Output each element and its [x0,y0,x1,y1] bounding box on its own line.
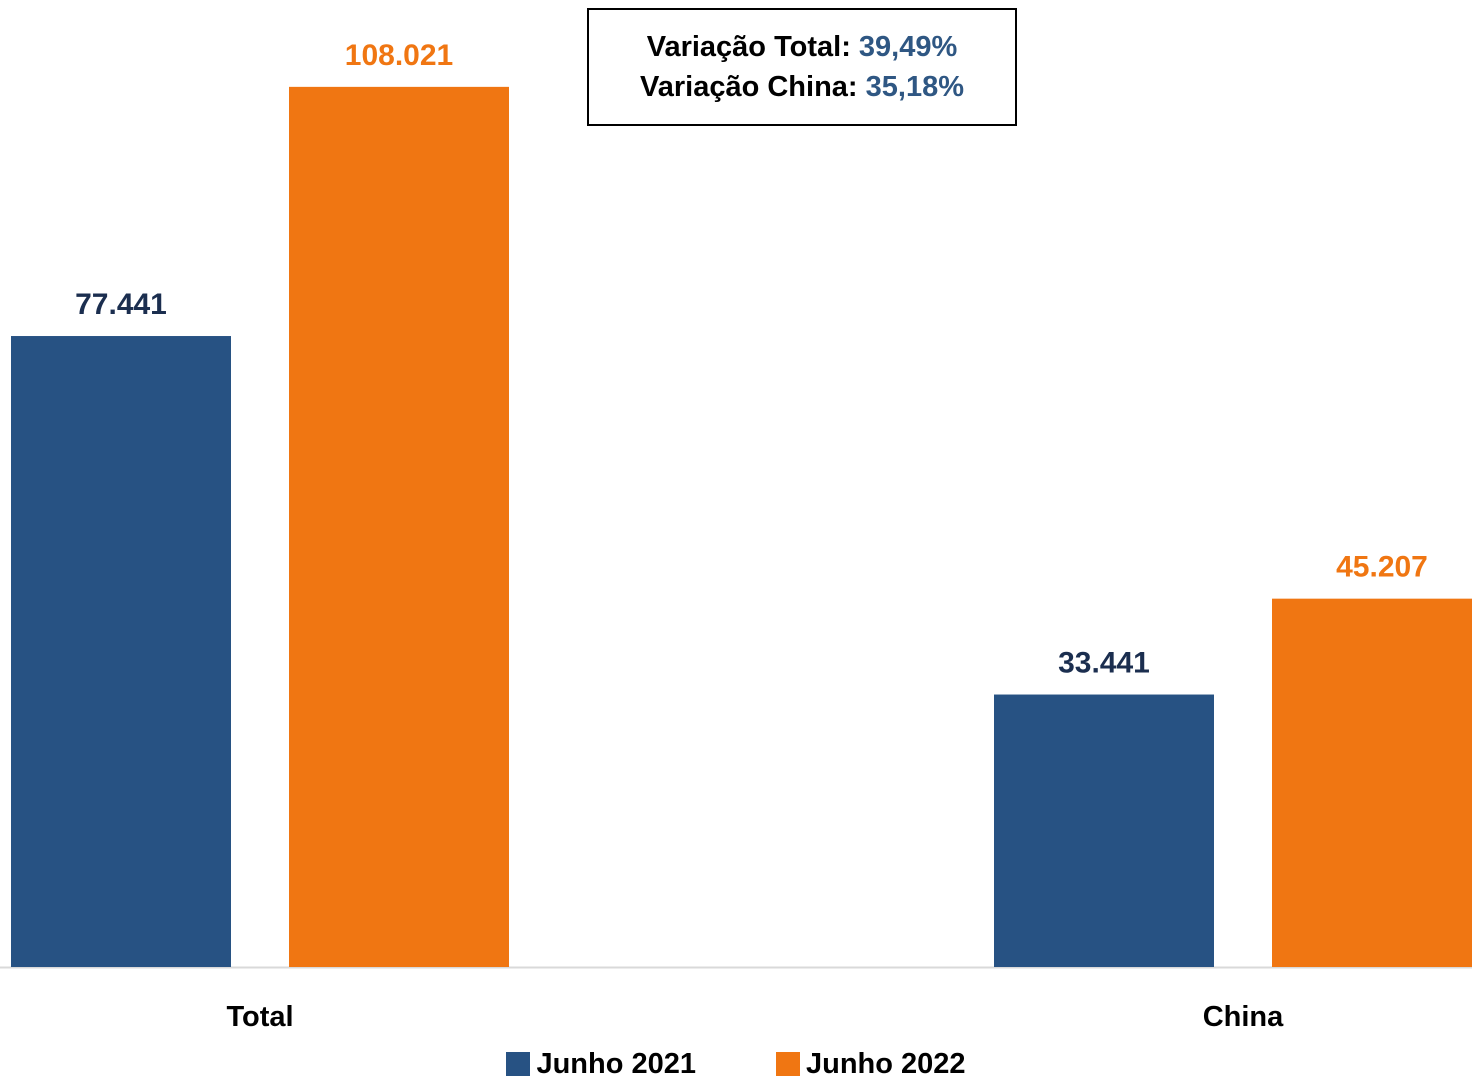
legend-item-2021: Junho 2021 [506,1048,696,1081]
variation-total-value: 39,49% [858,31,958,63]
category-label-total: Total [226,1001,293,1033]
legend-swatch-2021 [506,1052,531,1076]
category-label-china: China [1203,1001,1284,1033]
legend-swatch-2022 [776,1052,800,1076]
bar-total-2022 [289,86,509,968]
legend-item-2022: Junho 2022 [776,1048,966,1081]
data-label-total-2022: 108.021 [345,39,453,72]
variation-china-line: Variação China: 35,18% [640,67,964,107]
data-label-china-2022: 45.207 [1336,551,1428,584]
variation-total-line: Variação Total: 39,49% [647,27,958,67]
variation-china-label: Variação China: [639,71,858,103]
chart-legend: Junho 2021 Junho 2022 [0,1044,1472,1084]
legend-label-2021: Junho 2021 [536,1047,696,1080]
bar-china-2021 [994,694,1214,967]
data-label-total-2021: 77.441 [75,288,167,321]
data-label-china-2021: 33.441 [1058,647,1150,680]
bar-china-2022 [1272,598,1472,967]
legend-label-2022: Junho 2022 [806,1047,966,1080]
variation-china-value: 35,18% [865,71,964,103]
variation-total-label: Variação Total: [646,31,851,63]
bar-total-2021 [11,336,231,968]
variation-annotation-box: Variação Total: 39,49% Variação China: 3… [587,8,1017,126]
